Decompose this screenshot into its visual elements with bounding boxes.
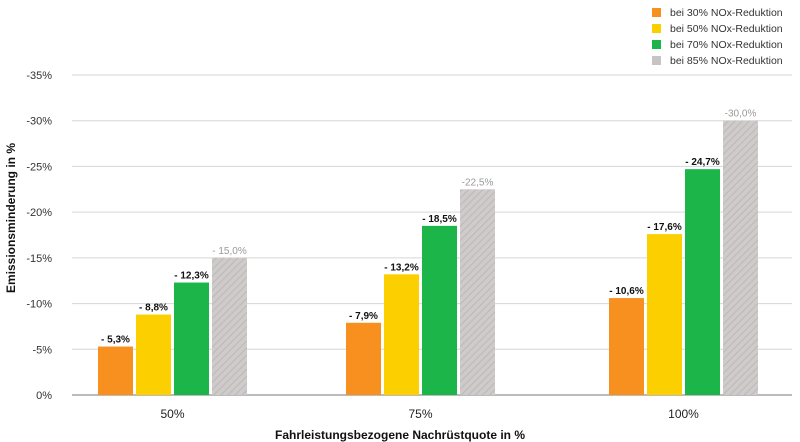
bar	[384, 274, 419, 395]
legend-label: bei 50% NOx-Reduktion	[670, 23, 783, 35]
bar	[422, 225, 457, 395]
data-label: - 7,9%	[349, 311, 378, 322]
bar	[723, 120, 758, 395]
data-label: - 13,2%	[384, 262, 419, 273]
y-axis-ticks: 0% -5% -10% -15% -20% -25% -30% -35%	[26, 70, 52, 402]
y-tick-label: -20%	[26, 207, 52, 219]
bar	[685, 169, 720, 395]
data-label: -22,5%	[462, 177, 494, 188]
x-tick-label: 100%	[668, 407, 699, 421]
data-labels: - 5,3% - 8,8% - 12,3% - 15,0% - 7,9% - 13,2% -…	[101, 109, 756, 346]
data-label: - 18,5%	[422, 214, 457, 225]
data-label: -30,0%	[725, 109, 757, 120]
y-tick-label: -25%	[26, 161, 52, 173]
legend-label: bei 85% NOx-Reduktion	[670, 55, 783, 67]
x-axis-ticks: 50% 75% 100%	[160, 407, 699, 421]
y-axis-title: Emissionsminderung in %	[4, 143, 18, 293]
bar	[136, 314, 171, 395]
data-label: - 12,3%	[174, 271, 209, 282]
bar	[174, 282, 209, 395]
data-label: - 15,0%	[212, 246, 247, 257]
bar	[212, 257, 247, 395]
y-tick-label: -30%	[26, 116, 52, 128]
legend-label: bei 30% NOx-Reduktion	[670, 7, 783, 19]
legend: bei 30% NOx-Reduktion bei 50% NOx-Redukti…	[652, 7, 783, 67]
x-tick-label: 75%	[408, 407, 432, 421]
bars	[98, 120, 758, 395]
legend-swatch	[652, 56, 661, 65]
bar	[346, 322, 381, 395]
legend-label: bei 70% NOx-Reduktion	[670, 39, 783, 51]
data-label: - 24,7%	[685, 157, 720, 168]
legend-swatch	[652, 8, 661, 17]
legend-swatch	[652, 40, 661, 49]
data-label: - 8,8%	[139, 303, 168, 314]
y-tick-label: -15%	[26, 253, 52, 265]
bar	[460, 189, 495, 395]
data-label: - 10,6%	[609, 286, 644, 297]
y-tick-label: 0%	[36, 390, 52, 402]
bar	[609, 298, 644, 395]
x-axis-title: Fahrleistungsbezogene Nachrüstquote in %	[275, 428, 525, 442]
y-tick-label: -5%	[32, 344, 52, 356]
legend-swatch	[652, 24, 661, 33]
data-label: - 17,6%	[647, 222, 682, 233]
bar	[647, 234, 682, 395]
x-tick-label: 50%	[160, 407, 184, 421]
y-tick-label: -35%	[26, 70, 52, 82]
bar	[98, 346, 133, 395]
data-label: - 5,3%	[101, 335, 130, 346]
y-tick-label: -10%	[26, 299, 52, 311]
